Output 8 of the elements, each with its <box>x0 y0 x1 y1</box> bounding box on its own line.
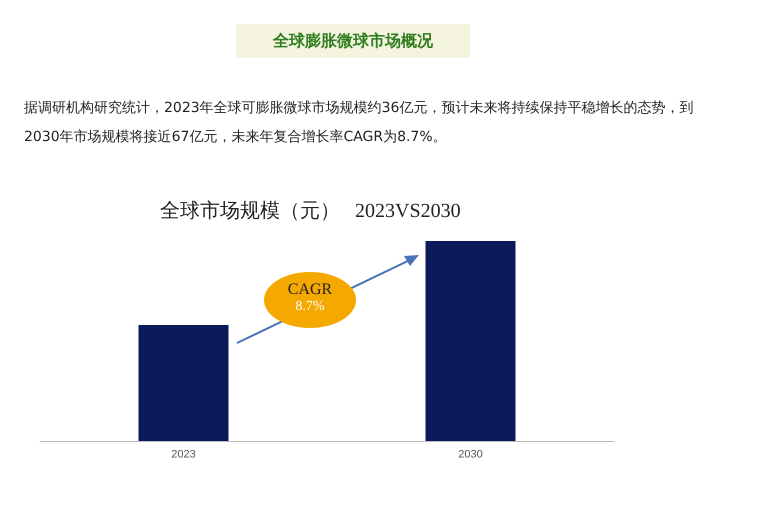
x-tick-label: 2030 <box>458 448 483 460</box>
annotation: CAGR <box>286 281 334 299</box>
annotation: 8.7% <box>294 299 326 315</box>
x-tick-label: 2023 <box>171 448 196 460</box>
chart-title: 全球膨胀微球市场概况 <box>236 24 470 58</box>
text: 据调研机构研究统计，2023年全球可膨胀微球市场规模约36亿元，预计未来将持续保持平稳增长的态势，到2030年市场规模将接近67亿元，未来年复合增长率CAGR为8.7%。 <box>24 99 694 147</box>
chart-subtitle: 全球市场规模（元） 2023VS2030 <box>160 200 461 222</box>
ellipse-badge: CAGR 8.7% <box>264 272 356 328</box>
